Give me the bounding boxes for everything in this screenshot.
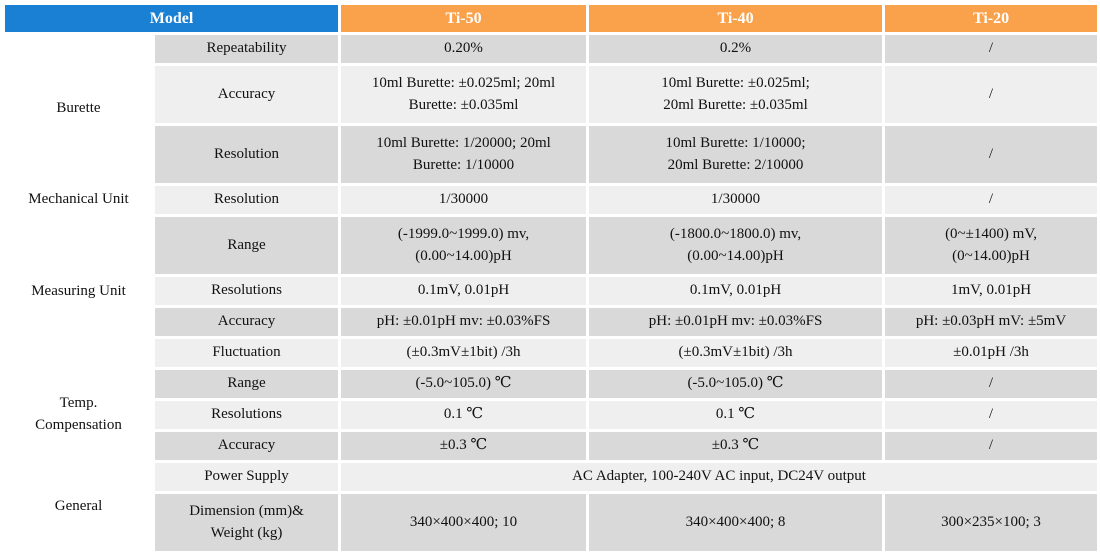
value-ti40: 0.2% xyxy=(586,32,886,66)
category-measuring-unit: Measuring Unit xyxy=(2,214,155,370)
value-ti20: (0~±1400) mV, (0~14.00)pH xyxy=(882,214,1100,277)
value-ti50: 10ml Burette: ±0.025ml; 20ml Burette: ±0… xyxy=(338,63,590,126)
value-ti50: pH: ±0.01pH mv: ±0.03%FS xyxy=(338,305,590,339)
value-ti20: ±0.01pH /3h xyxy=(882,336,1100,370)
value-ti50: 0.20% xyxy=(338,32,590,66)
table-row: Fluctuation (±0.3mV±1bit) /3h (±0.3mV±1b… xyxy=(4,336,1100,370)
table-row: Accuracy 10ml Burette: ±0.025ml; 20ml Bu… xyxy=(4,63,1100,126)
value-all-models: AC Adapter, 100-240V AC input, DC24V out… xyxy=(338,460,1100,494)
value-ti50: (-1999.0~1999.0) mv, (0.00~14.00)pH xyxy=(338,214,590,277)
value-ti40: 10ml Burette: 1/10000; 20ml Burette: 2/1… xyxy=(586,123,886,186)
row-label: Resolution xyxy=(151,123,342,186)
column-header-ti40: Ti-40 xyxy=(586,2,886,35)
row-label: Range xyxy=(151,214,342,277)
category-mechanical-unit: Mechanical Unit xyxy=(2,183,155,217)
table-row: Resolutions 0.1mV, 0.01pH 0.1mV, 0.01pH … xyxy=(4,274,1100,308)
category-general: General xyxy=(2,460,155,554)
row-label: Power Supply xyxy=(151,460,342,494)
column-header-ti50: Ti-50 xyxy=(338,2,590,35)
value-ti20: / xyxy=(882,183,1100,217)
value-ti50: 0.1 ℃ xyxy=(338,398,590,432)
value-ti50: (±0.3mV±1bit) /3h xyxy=(338,336,590,370)
value-ti20: 300×235×100; 3 xyxy=(882,491,1100,554)
table-row: Dimension (mm)& Weight (kg) 340×400×400;… xyxy=(4,491,1100,554)
value-ti20: / xyxy=(882,398,1100,432)
row-label: Resolution xyxy=(151,183,342,217)
row-label: Accuracy xyxy=(151,63,342,126)
value-ti40: (-5.0~105.0) ℃ xyxy=(586,367,886,401)
value-ti40: 1/30000 xyxy=(586,183,886,217)
row-label: Repeatability xyxy=(151,32,342,66)
table-row: Resolution 10ml Burette: 1/20000; 20ml B… xyxy=(4,123,1100,186)
model-header: Model xyxy=(1,2,342,35)
column-header-ti20: Ti-20 xyxy=(882,2,1100,35)
value-ti50: ±0.3 ℃ xyxy=(338,429,590,463)
category-temp-compensation: Temp. Compensation xyxy=(2,367,155,463)
value-ti50: (-5.0~105.0) ℃ xyxy=(338,367,590,401)
value-ti20: / xyxy=(882,367,1100,401)
row-label: Resolutions xyxy=(151,398,342,432)
value-ti40: 0.1 ℃ xyxy=(586,398,886,432)
value-ti50: 340×400×400; 10 xyxy=(338,491,590,554)
value-ti20: / xyxy=(882,123,1100,186)
table-row: Temp. Compensation Range (-5.0~105.0) ℃ … xyxy=(2,367,1100,463)
category-burette: Burette xyxy=(2,32,155,186)
table-row: Accuracy pH: ±0.01pH mv: ±0.03%FS pH: ±0… xyxy=(4,305,1100,339)
table-row: Measuring Unit Range (-1999.0~1999.0) mv… xyxy=(2,214,1100,370)
value-ti50: 0.1mV, 0.01pH xyxy=(338,274,590,308)
row-label: Accuracy xyxy=(151,305,342,339)
row-label: Dimension (mm)& Weight (kg) xyxy=(151,491,342,554)
value-ti40: ±0.3 ℃ xyxy=(586,429,886,463)
value-ti40: (-1800.0~1800.0) mv, (0.00~14.00)pH xyxy=(586,214,886,277)
value-ti40: pH: ±0.01pH mv: ±0.03%FS xyxy=(586,305,886,339)
row-label: Resolutions xyxy=(151,274,342,308)
value-ti40: 0.1mV, 0.01pH xyxy=(586,274,886,308)
value-ti20: / xyxy=(882,63,1100,126)
value-ti20: pH: ±0.03pH mV: ±5mV xyxy=(882,305,1100,339)
value-ti40: 10ml Burette: ±0.025ml; 20ml Burette: ±0… xyxy=(586,63,886,126)
value-ti50: 1/30000 xyxy=(338,183,590,217)
row-label: Range xyxy=(151,367,342,401)
table-row: Accuracy ±0.3 ℃ ±0.3 ℃ / xyxy=(4,429,1100,463)
value-ti20: / xyxy=(882,429,1100,463)
table-row: Resolutions 0.1 ℃ 0.1 ℃ / xyxy=(4,398,1100,432)
header-row: Model Ti-50 Ti-40 Ti-20 xyxy=(1,2,1100,35)
value-ti20: 1mV, 0.01pH xyxy=(882,274,1100,308)
table-row: Mechanical Unit Resolution 1/30000 1/300… xyxy=(2,183,1100,217)
row-label: Accuracy xyxy=(151,429,342,463)
table-row: General Power Supply AC Adapter, 100-240… xyxy=(2,460,1100,554)
value-ti20: / xyxy=(882,32,1100,66)
table-row: Burette Repeatability 0.20% 0.2% / xyxy=(2,32,1100,186)
value-ti50: 10ml Burette: 1/20000; 20ml Burette: 1/1… xyxy=(338,123,590,186)
value-ti40: (±0.3mV±1bit) /3h xyxy=(586,336,886,370)
row-label: Fluctuation xyxy=(151,336,342,370)
value-ti40: 340×400×400; 8 xyxy=(586,491,886,554)
